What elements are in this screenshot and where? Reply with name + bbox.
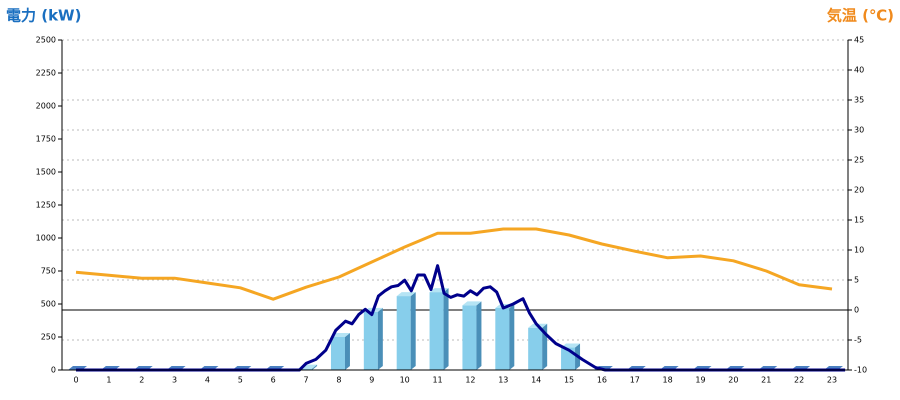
line <box>75 227 833 301</box>
y2-tick-label: -5 <box>854 336 862 345</box>
x-tick-label: 0 <box>73 376 78 385</box>
x-tick-label: 5 <box>238 376 243 385</box>
y2-tick-label: 45 <box>854 36 864 45</box>
y2-tick-label: 5 <box>854 276 859 285</box>
y-axis-title: 電力 (kW) <box>6 7 81 25</box>
y-tick-label: 1750 <box>36 135 56 144</box>
y2-axis-title: 気温 (℃) <box>827 7 894 25</box>
bar-front <box>528 327 543 370</box>
y2-tick-label: 10 <box>854 246 864 255</box>
x-tick-label: 3 <box>172 376 177 385</box>
bar-front <box>330 337 345 370</box>
bar-top <box>330 333 350 337</box>
x-tick-label: 12 <box>465 376 475 385</box>
y2-tick-label: 0 <box>854 306 859 315</box>
x-tick-label: 15 <box>564 376 574 385</box>
y-tick-label: 500 <box>41 300 56 309</box>
y2-tick-label: 40 <box>854 66 864 75</box>
bar-side <box>344 333 350 370</box>
x-tick-label: 16 <box>597 376 607 385</box>
bar-front <box>462 305 477 370</box>
y-tick-label: 1000 <box>36 234 56 243</box>
y-tick-label: 2500 <box>36 36 56 45</box>
y2-tick-label: 20 <box>854 186 864 195</box>
bar-side <box>410 292 416 370</box>
x-tick-label: 8 <box>336 376 341 385</box>
y-tick-label: 2000 <box>36 102 56 111</box>
y2-tick-label: 35 <box>854 96 864 105</box>
bar-front <box>298 368 313 370</box>
bar-front <box>429 292 444 370</box>
line <box>76 264 846 372</box>
y-tick-label: 250 <box>41 333 56 342</box>
x-tick-label: 19 <box>695 376 705 385</box>
x-tick-label: 23 <box>827 376 837 385</box>
bar-top <box>396 292 416 297</box>
x-tick-label: 13 <box>498 376 508 385</box>
y2-tick-label: 15 <box>854 216 864 225</box>
bar-top <box>462 301 482 306</box>
x-tick-label: 7 <box>304 376 309 385</box>
bar-side <box>443 288 449 370</box>
y2-tick-label: 25 <box>854 156 864 165</box>
x-tick-label: 18 <box>663 376 673 385</box>
bar-front <box>396 296 411 370</box>
bar-front <box>495 307 510 370</box>
y2-tick-label: -10 <box>854 366 867 375</box>
x-tick-label: 11 <box>432 376 442 385</box>
y-tick-label: 0 <box>51 366 56 375</box>
bar-side <box>377 307 383 370</box>
x-tick-label: 20 <box>728 376 738 385</box>
x-tick-label: 17 <box>630 376 640 385</box>
x-tick-label: 14 <box>531 376 541 385</box>
x-tick-label: 1 <box>106 376 111 385</box>
y2-tick-label: 30 <box>854 126 864 135</box>
x-tick-label: 2 <box>139 376 144 385</box>
y-tick-label: 1500 <box>36 168 56 177</box>
y-tick-label: 1250 <box>36 201 56 210</box>
y-tick-label: 750 <box>41 267 56 276</box>
x-tick-label: 21 <box>761 376 771 385</box>
x-tick-label: 4 <box>205 376 210 385</box>
x-tick-label: 6 <box>271 376 276 385</box>
bar-side <box>476 301 482 370</box>
bar-side <box>509 303 515 370</box>
y-tick-label: 2250 <box>36 69 56 78</box>
x-tick-label: 10 <box>400 376 410 385</box>
x-tick-label: 9 <box>369 376 374 385</box>
x-tick-label: 22 <box>794 376 804 385</box>
bar-side <box>312 364 318 370</box>
bar-front <box>363 311 378 370</box>
bar-top <box>561 343 581 348</box>
